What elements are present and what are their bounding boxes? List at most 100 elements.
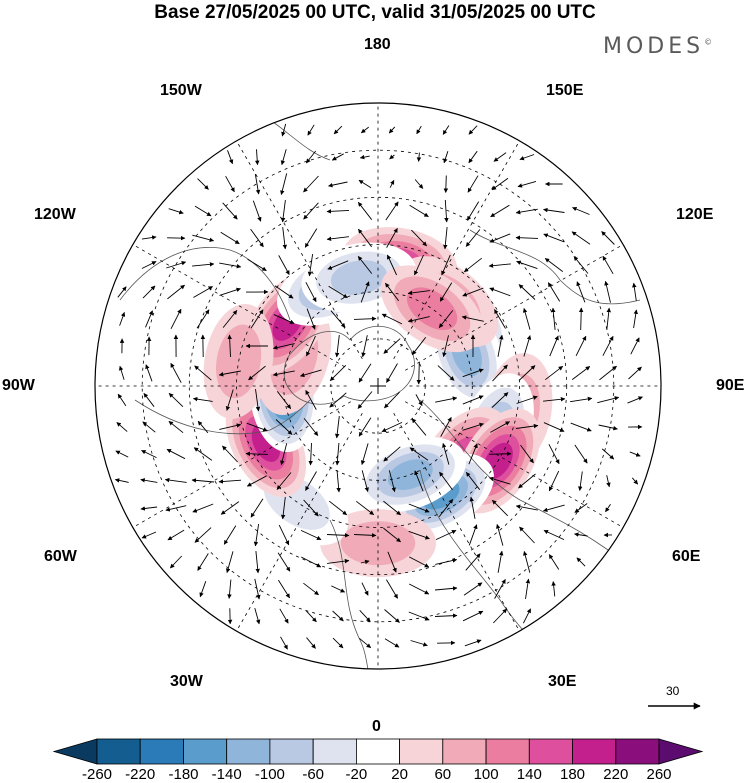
wind-arrow: [409, 447, 429, 461]
wind-arrow: [117, 286, 127, 298]
wind-arrow: [408, 503, 430, 513]
wind-arrow: [542, 504, 565, 513]
lon-label-180: 180: [364, 36, 391, 53]
wind-arrow: [280, 200, 286, 223]
wind-arrow: [280, 443, 288, 466]
colorbar-tick-label: -260: [81, 766, 113, 783]
wind-arrow: [114, 478, 129, 483]
wind-arrow: [191, 478, 215, 483]
wind-arrow: [435, 529, 457, 541]
wind-arrow: [254, 173, 261, 195]
wind-arrow: [386, 363, 398, 383]
wind-arrow: [548, 444, 560, 465]
wind-arrow: [384, 638, 400, 648]
wind-arrow: [305, 390, 317, 410]
wind-arrow: [194, 205, 212, 217]
wind-arrow: [516, 423, 539, 429]
wind-arrow: [549, 335, 559, 357]
colorbar-segment: [399, 738, 444, 765]
contour-level: [330, 260, 387, 295]
wind-arrow: [278, 579, 290, 599]
wind-arrow: [435, 396, 458, 403]
wind-arrow: [333, 125, 343, 135]
colorbar-segment: [96, 738, 141, 765]
wind-arrow: [551, 581, 556, 597]
wind-arrow: [462, 287, 484, 297]
wind-arrow: [571, 231, 591, 245]
wind-arrow: [117, 393, 127, 407]
colorbar-segment: [183, 738, 228, 765]
wind-arrow: [629, 451, 641, 457]
reference-vector-label: 30: [666, 684, 680, 698]
wind-arrow: [245, 451, 269, 456]
wind-arrow: [385, 282, 399, 302]
wind-arrow: [469, 496, 476, 519]
wind-arrow: [408, 530, 430, 540]
wind-arrow: [247, 258, 267, 272]
wind-arrow: [515, 504, 538, 511]
wind-arrow: [360, 443, 369, 466]
wind-arrow: [165, 505, 187, 512]
wind-arrow: [522, 307, 531, 330]
wind-arrow: [193, 286, 213, 298]
colorbar-tick-label: 180: [559, 766, 586, 783]
wind-arrow: [308, 442, 313, 466]
wind-arrow: [515, 235, 539, 240]
wind-arrow: [497, 334, 504, 357]
wind-arrow: [443, 227, 448, 250]
wind-arrow: [119, 311, 126, 326]
wind-arrow: [463, 257, 482, 273]
wind-arrow: [551, 307, 556, 330]
wind-arrow: [278, 524, 290, 546]
wind-arrow: [437, 365, 455, 381]
wind-arrow: [254, 607, 261, 625]
wind-arrow: [543, 207, 565, 213]
wind-arrow: [545, 365, 564, 381]
wind-arrow: [411, 229, 427, 247]
wind-arrow: [578, 471, 583, 491]
wind-arrow: [359, 609, 371, 623]
wind-arrow: [332, 610, 344, 622]
lon-label-120w: 120W: [34, 206, 76, 223]
wind-arrow: [489, 476, 511, 485]
wind-arrow: [443, 175, 449, 193]
wind-arrow: [570, 422, 592, 432]
wind-arrow: [116, 422, 128, 432]
wind-arrow: [305, 282, 317, 303]
wind-arrow: [303, 175, 319, 193]
wind-arrow: [416, 125, 422, 135]
lon-label-0: 0: [372, 718, 381, 735]
wind-arrow: [280, 149, 287, 166]
wind-arrow: [307, 124, 315, 136]
wind-arrow: [573, 256, 589, 274]
brand-text: MODES: [603, 34, 705, 59]
map-title: Base 27/05/2025 00 UTC, valid 31/05/2025…: [154, 2, 596, 23]
wind-arrow: [274, 285, 294, 299]
wind-arrow: [416, 361, 422, 385]
wind-arrow: [570, 396, 593, 403]
wind-arrow: [361, 470, 369, 493]
wind-arrow: [225, 389, 234, 411]
wind-arrow: [572, 206, 590, 215]
wind-arrow: [522, 608, 532, 624]
wind-arrow: [360, 559, 370, 565]
wind-arrow: [407, 290, 430, 296]
wind-arrow: [491, 392, 509, 408]
colorbar-tick-label: -140: [211, 766, 242, 783]
wind-arrow: [220, 501, 240, 515]
wind-arrow: [488, 263, 511, 268]
wind-arrow: [168, 420, 184, 434]
lon-label-90e: 90E: [716, 377, 745, 394]
wind-arrow: [465, 229, 481, 247]
wind-arrow: [491, 499, 509, 517]
wind-arrow: [468, 125, 478, 135]
wind-arrow: [329, 392, 347, 408]
lon-label-30e: 30E: [548, 673, 577, 690]
wind-arrow: [169, 555, 183, 569]
wind-arrow: [357, 201, 373, 220]
wind-arrow: [407, 316, 430, 323]
lon-label-120e: 120E: [676, 206, 714, 223]
colorbar-tick-label: -100: [254, 766, 285, 783]
wind-arrow: [219, 287, 241, 296]
